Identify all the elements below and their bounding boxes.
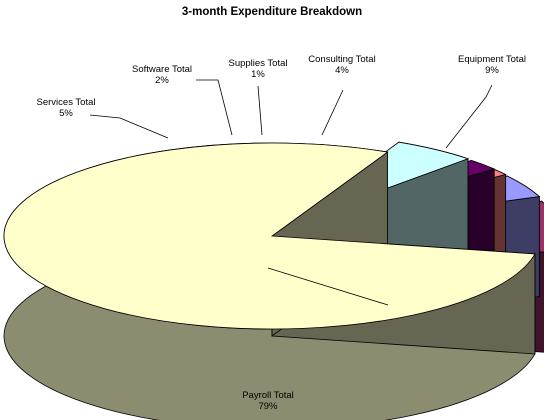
leader-line	[257, 85, 263, 136]
chart-title: 3-month Expenditure Breakdown	[181, 6, 363, 18]
slice-label-percent: 79%	[258, 401, 278, 412]
slice-label-percent: 9%	[485, 65, 499, 76]
leader-line	[445, 84, 493, 149]
slice-label-name: Supplies Total	[229, 58, 288, 69]
slice-label-percent: 2%	[155, 75, 169, 86]
slice-label-name: Software Total	[132, 64, 192, 75]
pie-slice-top	[3, 142, 536, 330]
slice-label-name: Payroll Total	[242, 390, 294, 401]
slice-label-percent: 1%	[251, 69, 265, 80]
slice-label-name: Equipment Total	[458, 54, 526, 65]
slice-label-percent: 4%	[335, 65, 349, 76]
leader-line	[321, 89, 344, 136]
leader-line	[267, 267, 389, 306]
pie-slice-payroll-total	[3, 142, 536, 420]
slice-label-name: Consulting Total	[308, 54, 375, 65]
slice-label-percent: 5%	[59, 108, 73, 119]
slice-label-name: Services Total	[37, 97, 96, 108]
leader-line	[196, 79, 233, 136]
leader-line	[89, 114, 169, 139]
